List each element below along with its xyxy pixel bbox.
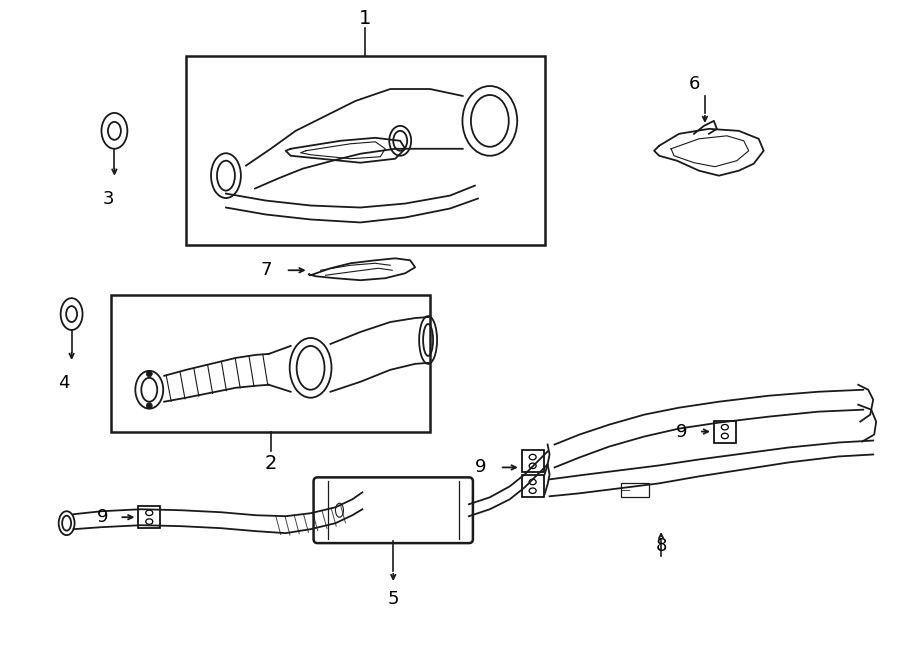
Bar [112,295,430,432]
Bar [522,475,544,497]
Bar [714,420,736,442]
Text: 2: 2 [265,454,277,473]
Bar [522,451,544,473]
Bar [186,56,544,245]
Text: 8: 8 [655,537,667,555]
Text: 1: 1 [359,9,372,28]
Text: 4: 4 [58,373,69,392]
Text: 9: 9 [475,459,487,477]
Circle shape [147,403,152,408]
Text: 5: 5 [388,590,399,608]
Text: 9: 9 [676,422,688,441]
Bar [621,483,649,497]
Text: 3: 3 [103,190,114,208]
Bar [139,506,160,528]
Text: 7: 7 [260,261,272,279]
Text: 9: 9 [96,508,108,526]
Circle shape [147,371,152,377]
Text: 6: 6 [688,75,699,93]
